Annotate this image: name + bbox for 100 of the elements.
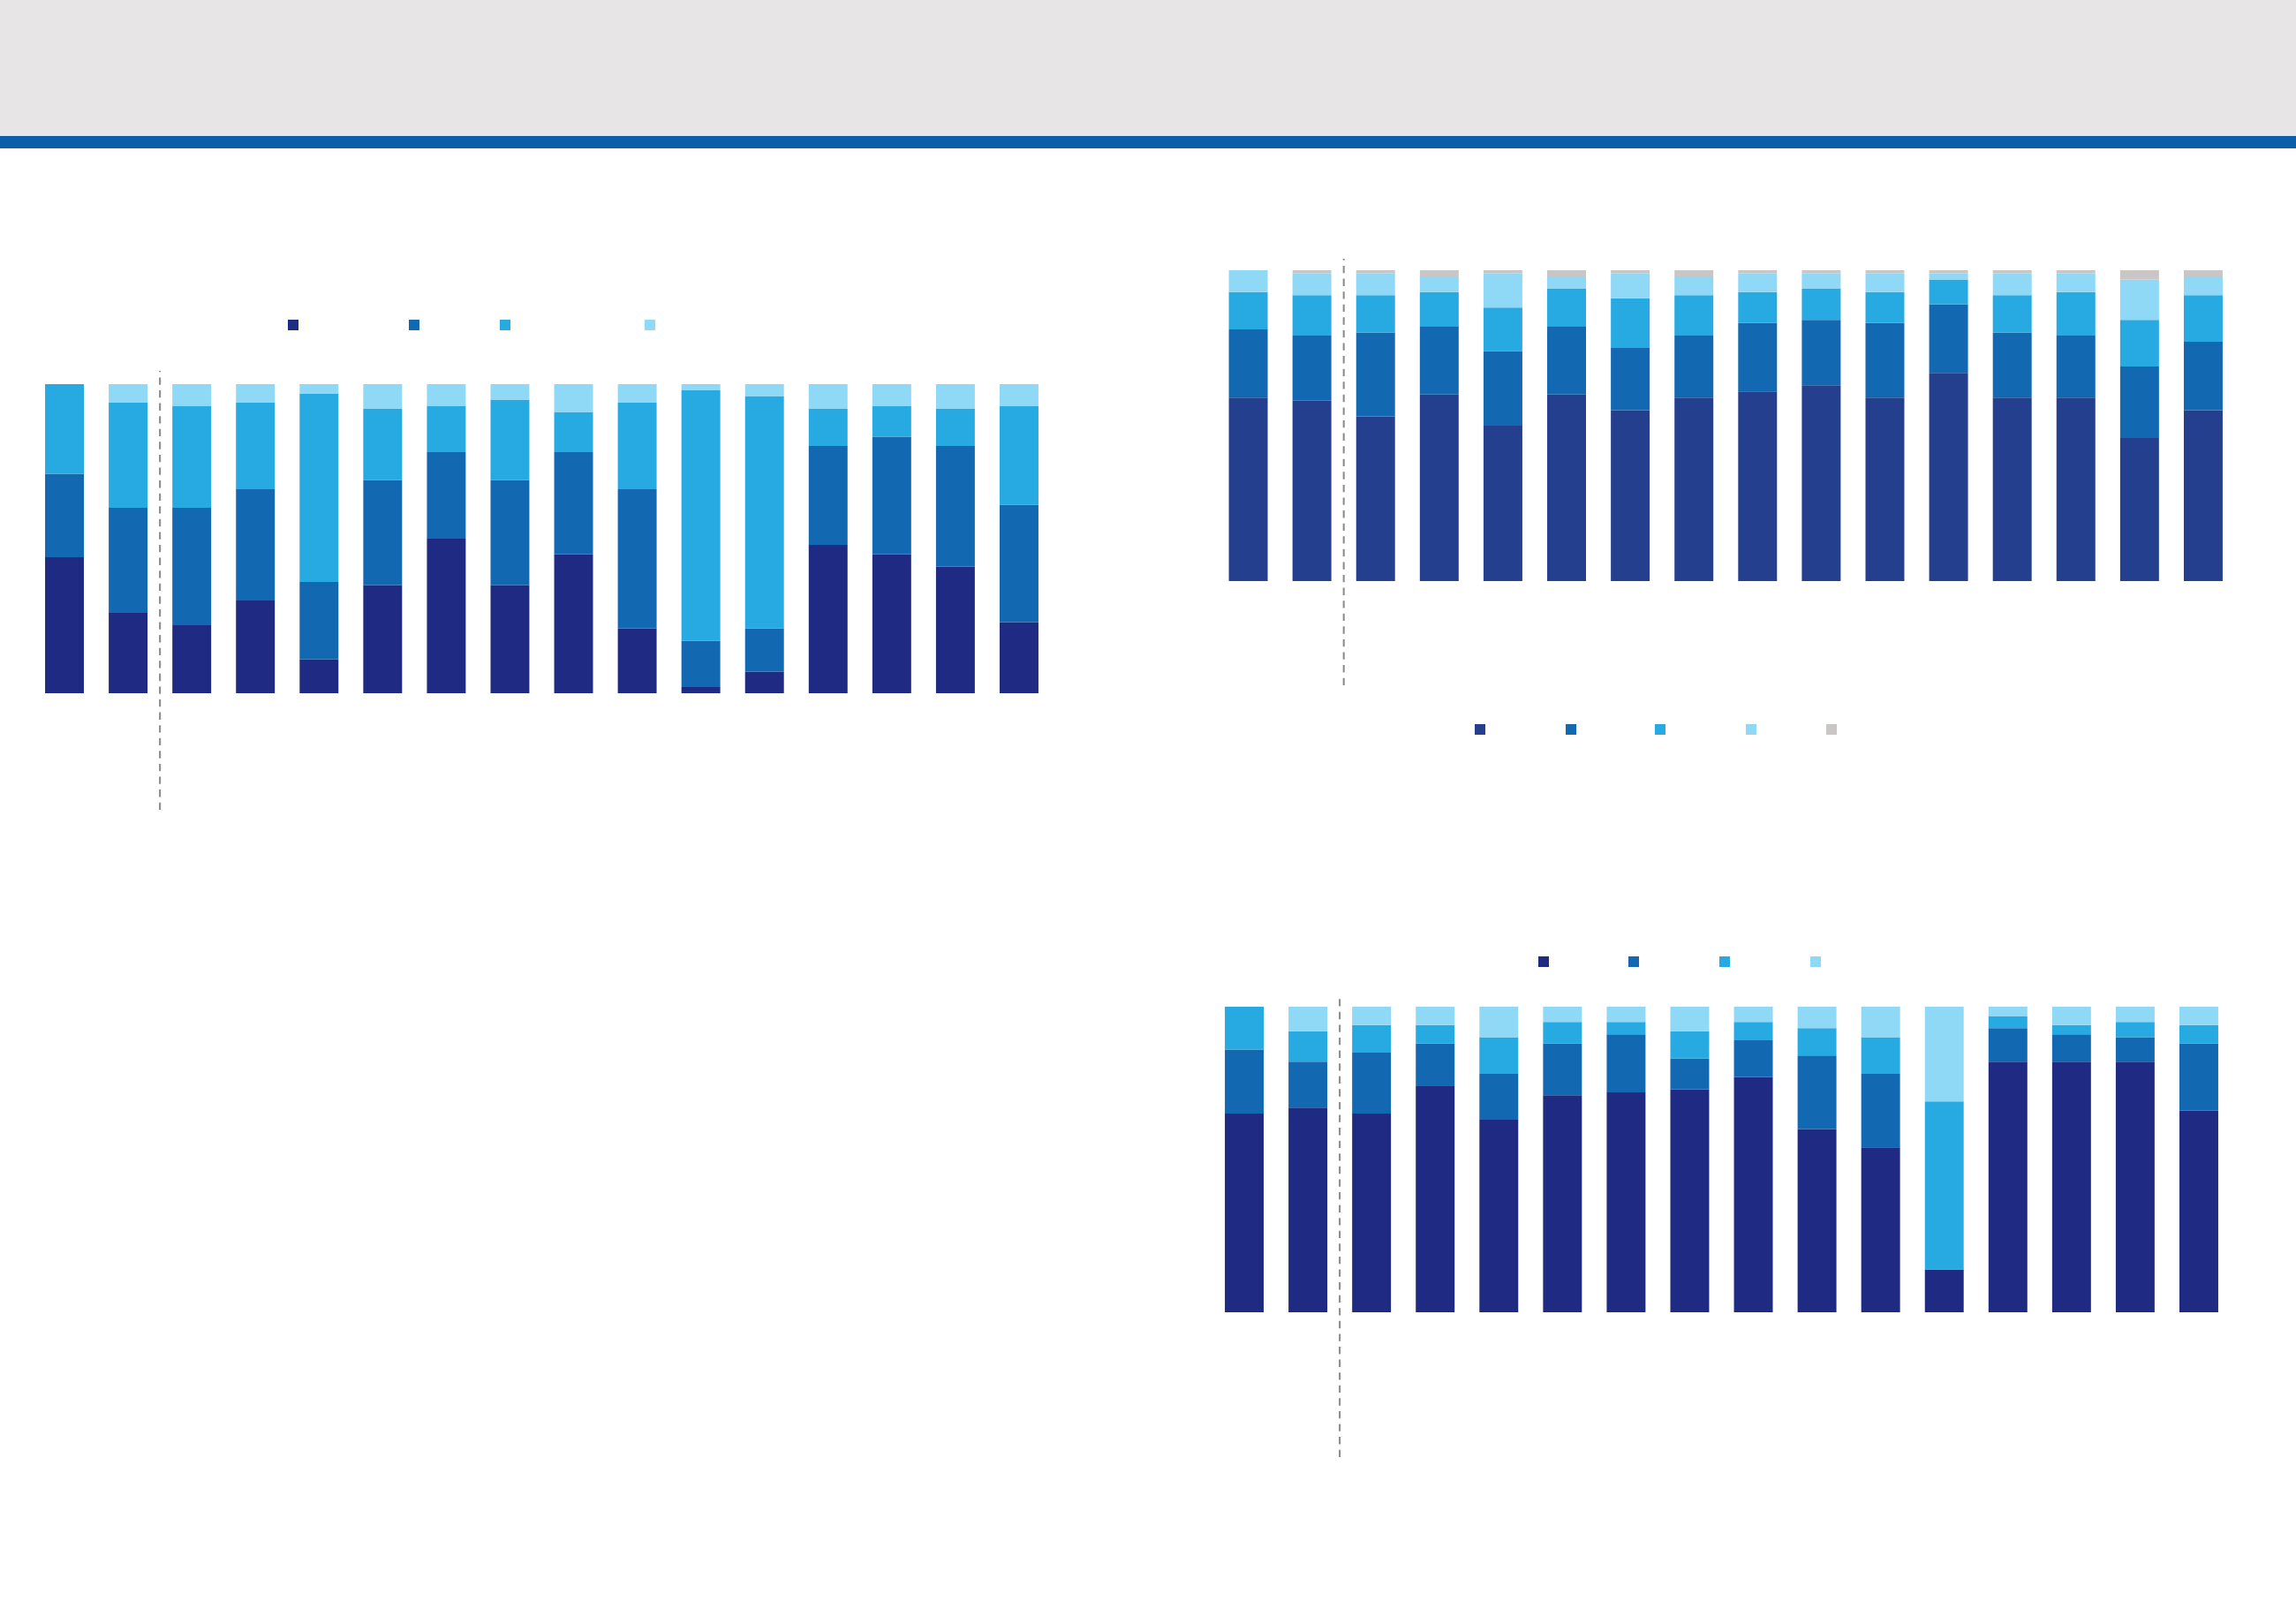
- bar: [2051, 1024, 2091, 1035]
- bar: [2056, 270, 2096, 274]
- bar: [1606, 1091, 1646, 1312]
- bar: [2056, 397, 2096, 581]
- bar: [999, 384, 1038, 406]
- bar: [1861, 1147, 1900, 1312]
- bar: [935, 409, 975, 446]
- bar: [1292, 335, 1332, 401]
- bar: [1929, 273, 1968, 280]
- bar: [427, 405, 466, 452]
- bar: [1988, 1061, 2028, 1312]
- bar: [1419, 394, 1459, 581]
- bar: [2115, 1037, 2155, 1062]
- bar: [2115, 1061, 2155, 1312]
- bar: [1801, 270, 1841, 274]
- bar: [1738, 270, 1778, 274]
- bar: [172, 625, 212, 693]
- bar: [490, 384, 530, 400]
- bar: [2183, 410, 2223, 581]
- bar: [1225, 1114, 1265, 1312]
- bar: [1924, 1007, 1964, 1102]
- bar: [744, 628, 784, 672]
- bar: [1929, 304, 1968, 374]
- bar: [1929, 270, 1968, 274]
- bar: [999, 405, 1038, 505]
- bar: [2051, 1061, 2091, 1312]
- bar: [2179, 1007, 2218, 1025]
- bar: [554, 412, 593, 452]
- bar: [2183, 341, 2223, 411]
- bar: [1865, 291, 1905, 323]
- bar: [363, 384, 403, 409]
- bar: [1543, 1022, 1582, 1044]
- bar: [1861, 1037, 1900, 1075]
- bar: [554, 384, 593, 412]
- bar: [1992, 397, 2032, 581]
- bar: [808, 384, 848, 409]
- bar: [2179, 1110, 2218, 1312]
- bar: [172, 508, 212, 625]
- bar: [1992, 332, 2032, 398]
- bar: [681, 384, 721, 390]
- bar: [1801, 385, 1841, 581]
- bar: [1479, 1007, 1519, 1038]
- bar: [427, 384, 466, 406]
- bar: [1738, 273, 1778, 292]
- bar: [1611, 273, 1650, 298]
- bar: [1611, 270, 1650, 274]
- bar: [1543, 1043, 1582, 1096]
- bar: [1292, 400, 1332, 581]
- bar: [1733, 1022, 1773, 1041]
- bar: [1352, 1007, 1392, 1025]
- bar: [2183, 276, 2223, 296]
- bar: [1288, 1007, 1328, 1031]
- bar: [1801, 320, 1841, 386]
- bar: [1865, 397, 1905, 581]
- bar: [1738, 322, 1778, 392]
- bar: [681, 640, 721, 687]
- bar: [1356, 332, 1395, 417]
- bar: [1865, 322, 1905, 398]
- bar: [1797, 1129, 1837, 1312]
- bar: [363, 585, 403, 693]
- bar: [2056, 273, 2096, 292]
- bar: [1543, 1007, 1582, 1023]
- bar: [1861, 1007, 1900, 1038]
- bar: [1929, 373, 1968, 581]
- bar: [490, 585, 530, 693]
- bar: [1611, 410, 1650, 581]
- bar: [1670, 1089, 1710, 1312]
- bar: [1924, 1269, 1964, 1312]
- bar: [1419, 326, 1459, 395]
- bar: [617, 384, 657, 403]
- bar: [1733, 1040, 1773, 1077]
- bar: [1992, 270, 2032, 274]
- bar: [1861, 1074, 1900, 1148]
- bar: [299, 384, 339, 394]
- bar: [1292, 270, 1332, 274]
- bar: [1479, 1074, 1519, 1121]
- bar: [1228, 270, 1268, 292]
- bar: [2183, 295, 2223, 342]
- bar: [109, 384, 148, 403]
- bar: [299, 659, 339, 693]
- bar: [872, 384, 911, 406]
- bar: [1416, 1085, 1455, 1312]
- bar: [1228, 329, 1268, 398]
- bar: [1988, 1007, 2028, 1016]
- bar: [1416, 1024, 1455, 1044]
- bar: [299, 393, 339, 582]
- bar: [872, 436, 911, 555]
- bar: [999, 504, 1038, 623]
- bar: [808, 409, 848, 446]
- bar: [1988, 1016, 2028, 1029]
- bar: [2119, 438, 2159, 581]
- bar: [1733, 1007, 1773, 1023]
- bar: [1225, 1007, 1265, 1050]
- bar: [999, 622, 1038, 693]
- bar: [554, 554, 593, 693]
- bar: [1865, 270, 1905, 274]
- bar: [1865, 273, 1905, 292]
- bar: [236, 489, 276, 601]
- bar: [1674, 335, 1714, 398]
- bar: [236, 384, 276, 403]
